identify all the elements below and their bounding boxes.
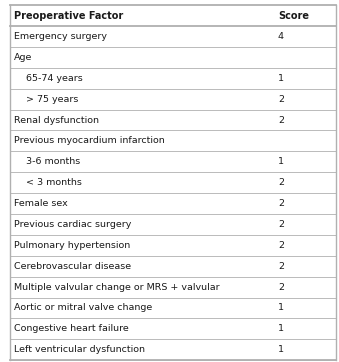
Bar <box>0 277 339 298</box>
Bar <box>0 47 339 68</box>
Text: Previous myocardium infarction: Previous myocardium infarction <box>14 136 164 146</box>
Text: 2: 2 <box>278 178 284 187</box>
Text: Multiple valvular change or MRS + valvular: Multiple valvular change or MRS + valvul… <box>14 283 219 292</box>
Bar <box>0 110 339 130</box>
Bar <box>0 89 339 110</box>
Text: Pulmonary hypertension: Pulmonary hypertension <box>14 241 130 250</box>
Text: 3-6 months: 3-6 months <box>14 157 80 166</box>
Bar <box>0 214 339 235</box>
Text: Emergency surgery: Emergency surgery <box>14 32 106 41</box>
Text: 1: 1 <box>278 74 284 83</box>
Text: 2: 2 <box>278 115 284 125</box>
Text: 2: 2 <box>278 220 284 229</box>
Bar <box>0 256 339 277</box>
Text: Female sex: Female sex <box>14 199 67 208</box>
Bar <box>0 172 339 193</box>
Text: 1: 1 <box>278 345 284 354</box>
Bar <box>0 5 339 26</box>
Text: Score: Score <box>278 11 309 21</box>
Text: > 75 years: > 75 years <box>14 94 78 104</box>
Text: Congestive heart failure: Congestive heart failure <box>14 324 128 333</box>
Bar <box>0 68 339 89</box>
Text: < 3 months: < 3 months <box>14 178 81 187</box>
Bar <box>0 151 339 172</box>
Text: 2: 2 <box>278 199 284 208</box>
Text: Renal dysfunction: Renal dysfunction <box>14 115 99 125</box>
Text: Cerebrovascular disease: Cerebrovascular disease <box>14 262 131 271</box>
Text: 1: 1 <box>278 324 284 333</box>
Text: Aortic or mitral valve change: Aortic or mitral valve change <box>14 303 152 312</box>
Text: Age: Age <box>14 53 32 62</box>
Text: Preoperative Factor: Preoperative Factor <box>14 11 123 21</box>
Text: 2: 2 <box>278 241 284 250</box>
Bar <box>0 26 339 47</box>
Text: 2: 2 <box>278 262 284 271</box>
Bar <box>0 130 339 151</box>
Bar <box>0 298 339 319</box>
Text: 4: 4 <box>278 32 284 41</box>
Text: 65-74 years: 65-74 years <box>14 74 82 83</box>
Text: 2: 2 <box>278 283 284 292</box>
Bar <box>0 193 339 214</box>
Text: 1: 1 <box>278 157 284 166</box>
Text: 2: 2 <box>278 94 284 104</box>
Text: Previous cardiac surgery: Previous cardiac surgery <box>14 220 131 229</box>
Bar <box>0 339 339 360</box>
Bar <box>0 319 339 339</box>
Text: Left ventricular dysfunction: Left ventricular dysfunction <box>14 345 144 354</box>
Text: 1: 1 <box>278 303 284 312</box>
Bar <box>0 235 339 256</box>
